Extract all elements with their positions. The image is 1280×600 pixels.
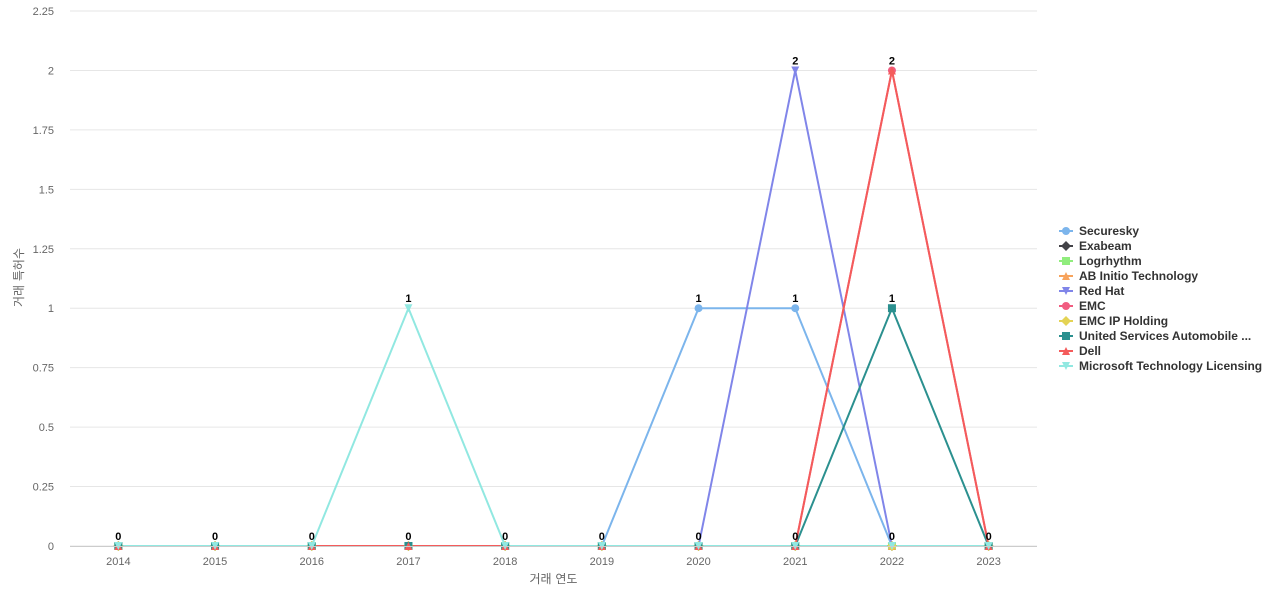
legend-label: Securesky [1079,224,1139,238]
x-tick-label: 2022 [880,556,904,568]
legend-label: EMC [1079,299,1106,313]
y-tick-label: 2.25 [33,6,54,18]
legend-marker-symbol [1062,227,1070,235]
x-tick-label: 2015 [203,556,227,568]
x-tick-label: 2020 [686,556,710,568]
legend-item[interactable]: AB Initio Technology [1059,269,1198,283]
data-label: 1 [792,293,798,305]
x-tick-label: 2017 [396,556,420,568]
legend-label: Exabeam [1079,239,1132,253]
data-point-microsoft-technology-licensing[interactable] [404,304,413,313]
legend-item[interactable]: Red Hat [1059,284,1124,298]
x-axis-title: 거래 연도 [530,572,578,586]
legend-marker-symbol [1061,241,1071,251]
data-label: 0 [502,531,508,543]
legend-marker-symbol [1062,347,1070,355]
legend-marker-symbol [1061,316,1071,326]
data-point-securesky[interactable] [791,304,800,313]
data-point-red-hat[interactable] [791,66,800,75]
legend-item[interactable]: United Services Automobile ... [1059,329,1251,343]
data-label: 0 [889,531,895,543]
data-label: 1 [695,293,701,305]
data-label: 0 [599,531,605,543]
legend-item[interactable]: Exabeam [1059,239,1132,253]
y-tick-label: 0.75 [33,363,54,375]
data-point-securesky[interactable] [694,304,703,313]
legend-label: EMC IP Holding [1079,314,1168,328]
data-label: 0 [986,531,992,543]
legend-label: Logrhythm [1079,254,1142,268]
legend-item[interactable]: EMC [1059,299,1106,313]
data-labels: 0 0 0 1 0 0 0 1 0 2 1 0 2 1 0 0 [115,55,991,543]
y-tick-label: 1.5 [39,184,54,196]
grid [70,10,1037,547]
y-tick-label: 1 [48,303,54,315]
legend-marker-symbol [1062,257,1070,265]
y-axis-title: 거래 특허수 [12,248,26,307]
data-label: 1 [405,293,411,305]
legend-label: United Services Automobile ... [1079,329,1251,343]
legend-item[interactable]: Securesky [1059,224,1139,238]
legend-label: Dell [1079,344,1101,358]
y-tick-label: 0.5 [39,422,54,434]
x-tick-label: 2021 [783,556,807,568]
legend-item[interactable]: EMC IP Holding [1059,314,1168,328]
legend-marker-symbol [1062,287,1070,295]
y-tick-label: 0 [48,541,54,553]
data-point-united-services-automobile[interactable] [887,304,896,313]
x-tick-label: 2019 [590,556,614,568]
data-label: 0 [792,531,798,543]
y-tick-label: 0.25 [33,482,54,494]
x-tick-label: 2023 [976,556,1000,568]
y-tick-label: 1.75 [33,125,54,137]
legend-label: AB Initio Technology [1079,269,1198,283]
y-tick-label: 2 [48,65,54,77]
legend-marker-symbol [1062,332,1070,340]
legend-marker-symbol [1062,302,1070,310]
legend-marker-symbol [1062,362,1070,370]
legend-label: Red Hat [1079,284,1124,298]
legend-item[interactable]: Logrhythm [1059,254,1142,268]
data-label: 0 [115,531,121,543]
legend-item[interactable]: Dell [1059,344,1101,358]
data-label: 1 [889,293,895,305]
legend-label: Microsoft Technology Licensing [1079,359,1262,373]
x-tick-label: 2016 [300,556,324,568]
data-label: 0 [695,531,701,543]
data-label: 0 [212,531,218,543]
data-point-dell[interactable] [887,66,896,75]
x-tick-label: 2014 [106,556,130,568]
y-tick-label: 1.25 [33,244,54,256]
data-label: 2 [889,55,895,67]
data-label: 0 [405,531,411,543]
legend-marker-symbol [1062,272,1070,280]
data-label: 0 [309,531,315,543]
legend-item[interactable]: Microsoft Technology Licensing [1059,359,1262,373]
data-label: 2 [792,55,798,67]
x-tick-label: 2018 [493,556,517,568]
